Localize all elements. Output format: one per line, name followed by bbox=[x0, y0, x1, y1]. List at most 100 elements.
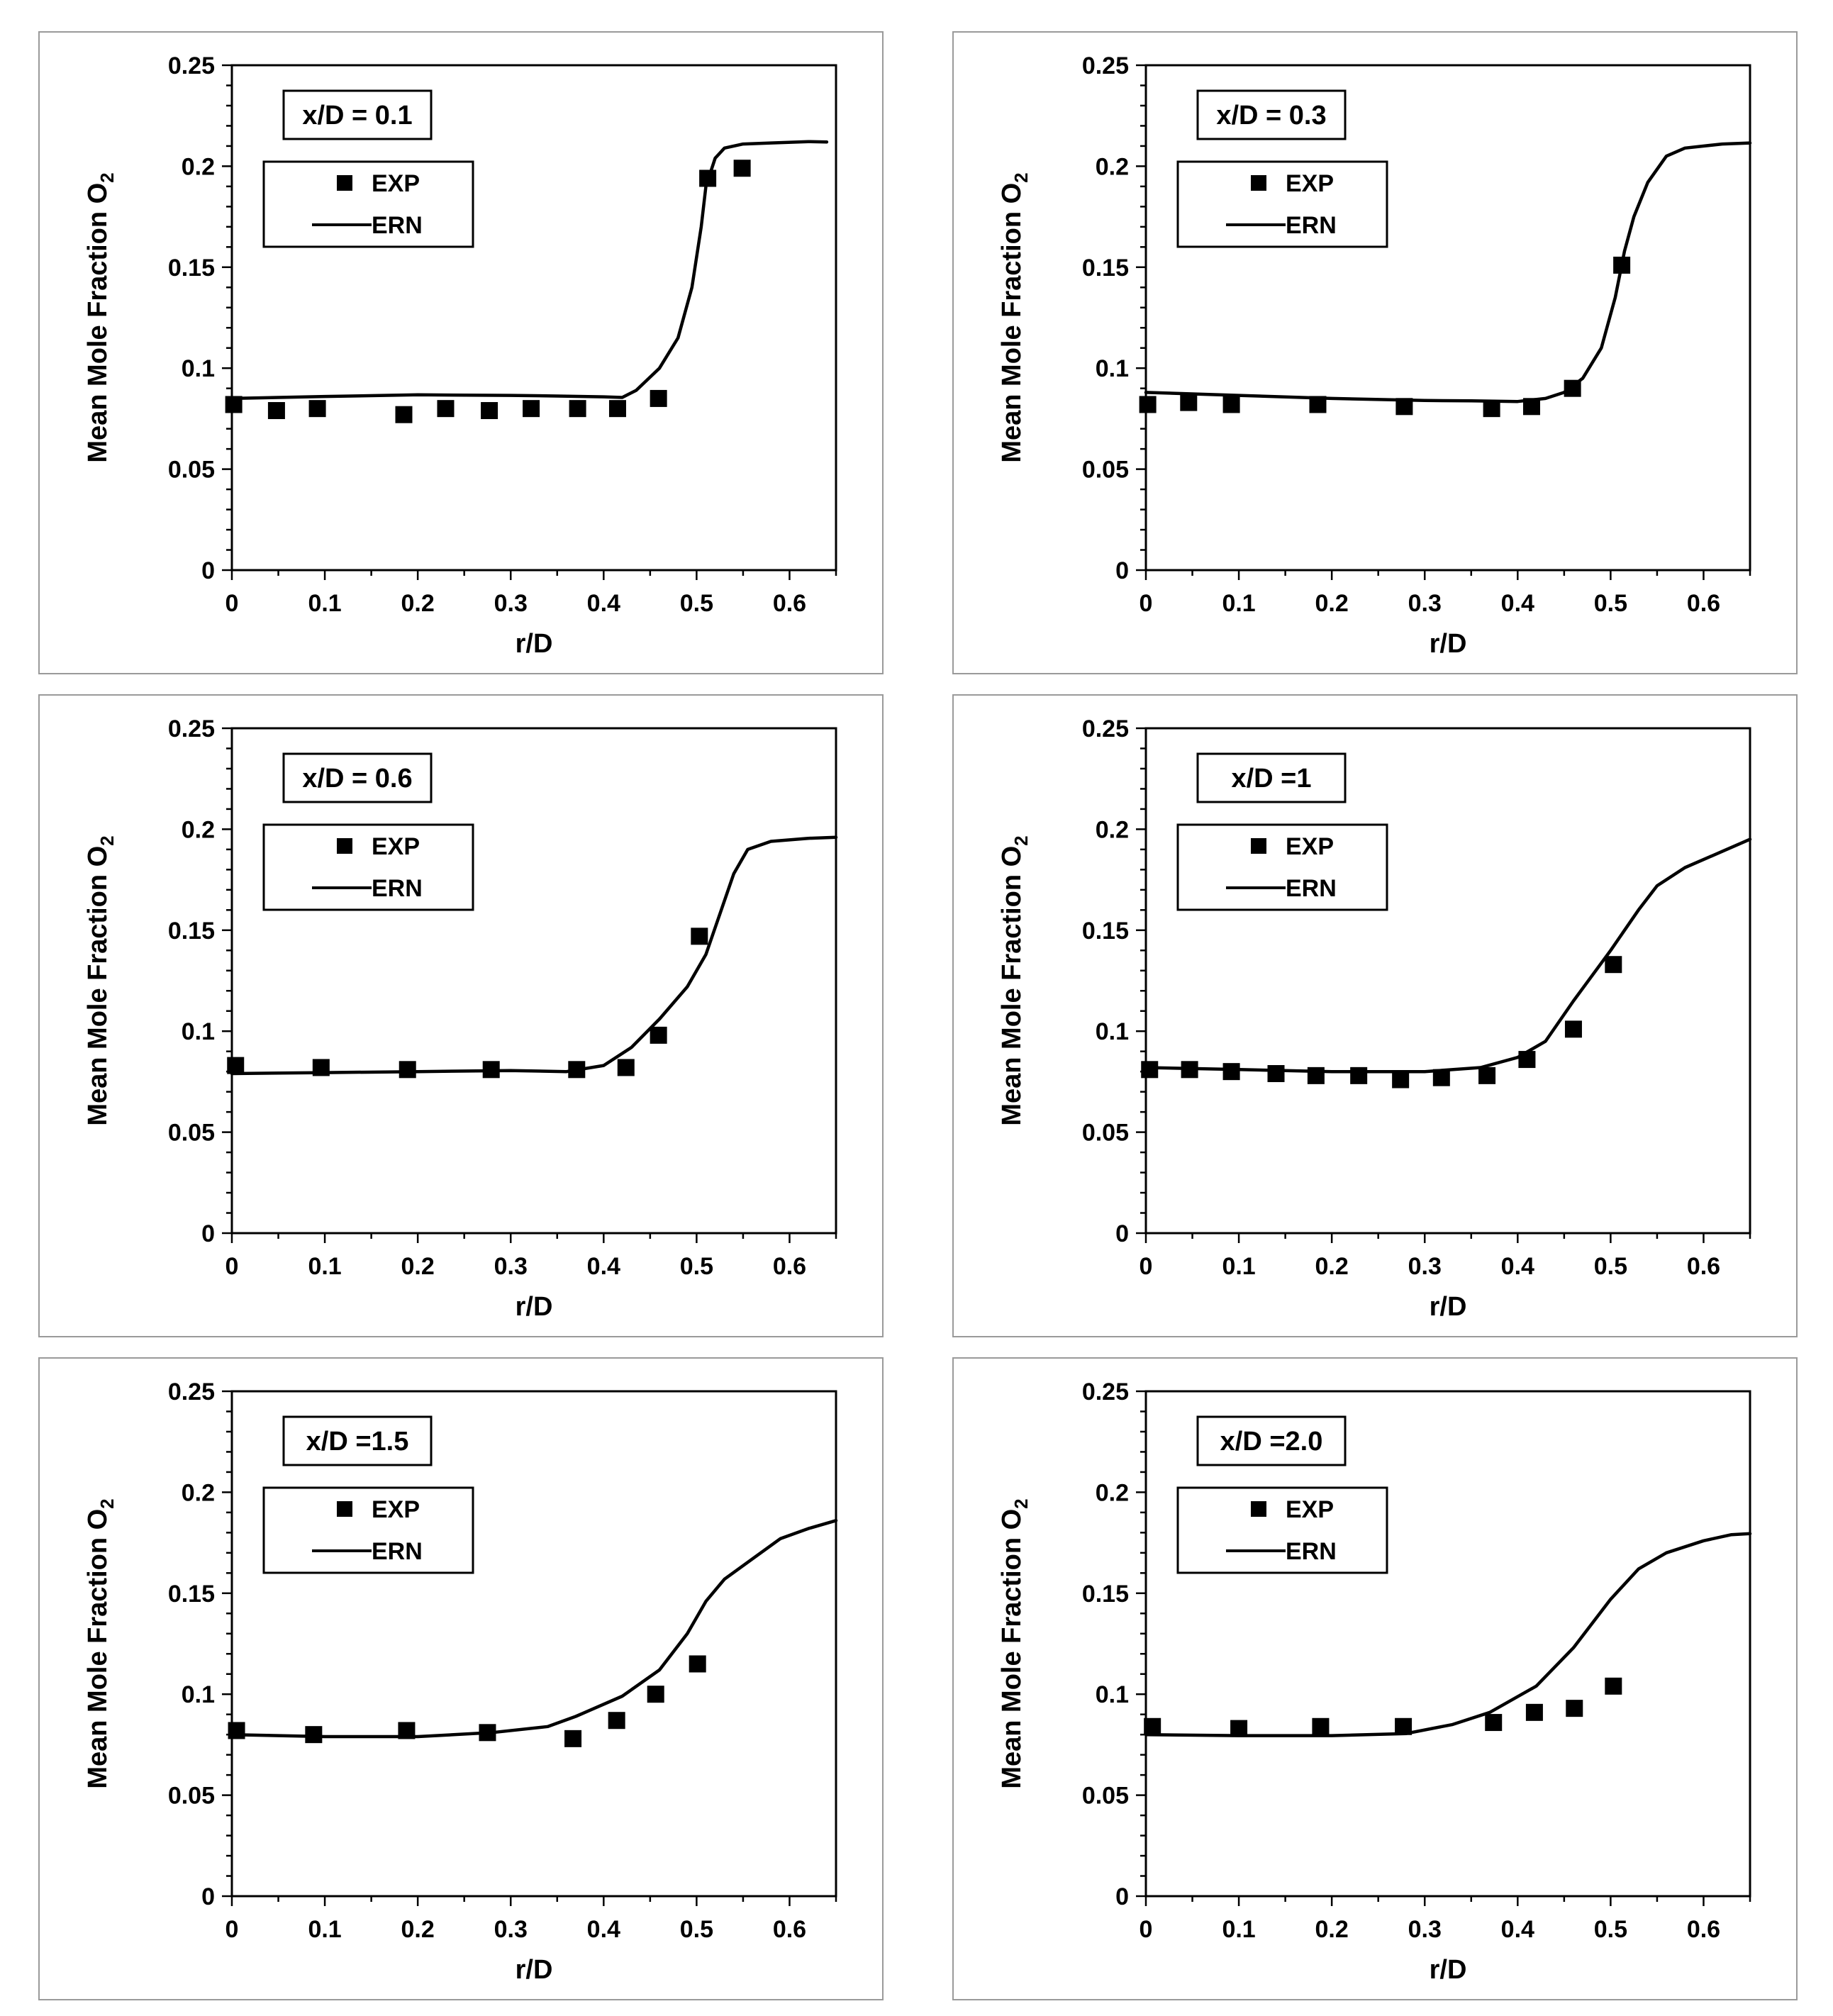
data-point-exp bbox=[1566, 1700, 1583, 1717]
data-point-exp bbox=[395, 406, 413, 423]
y-tick-label: 0.15 bbox=[168, 918, 215, 945]
x-tick-label: 0.4 bbox=[587, 1916, 620, 1943]
x-tick-label: 0.5 bbox=[680, 590, 713, 617]
annotation-label: x/D = 0.3 bbox=[1216, 101, 1326, 130]
y-tick-label: 0.05 bbox=[168, 457, 215, 484]
y-tick-label: 0 bbox=[1115, 557, 1129, 584]
data-point-exp bbox=[523, 400, 540, 418]
y-tick-label: 0 bbox=[201, 1883, 215, 1910]
data-point-exp bbox=[1392, 1071, 1410, 1088]
chart-panel-1: 0 0.05 0.1 0.15 0.2 0.25 0 0.1 0.2 0.3 0.4 0.5 0.6 r/… bbox=[38, 31, 884, 674]
x-tick-label: 0.4 bbox=[1501, 590, 1534, 617]
legend-label-ern: ERN bbox=[372, 1538, 423, 1565]
y-axis-label: Mean Mole Fraction O2 bbox=[997, 835, 1032, 1125]
annotation-box bbox=[1196, 89, 1347, 140]
y-tick-label: 0.2 bbox=[182, 816, 215, 843]
data-point-exp bbox=[1267, 1065, 1285, 1083]
legend-label-ern: ERN bbox=[1286, 212, 1337, 239]
x-tick-label: 0.3 bbox=[1408, 590, 1442, 617]
y-axis-label: Mean Mole Fraction O2 bbox=[997, 172, 1032, 462]
y-tick-label: 0.15 bbox=[168, 1581, 215, 1608]
data-point-exp bbox=[733, 160, 751, 177]
data-point-exp bbox=[691, 928, 708, 945]
data-point-exp bbox=[305, 1726, 323, 1744]
x-tick-label: 0.5 bbox=[680, 1916, 713, 1943]
data-point-exp bbox=[267, 402, 285, 420]
y-tick-label: 0.05 bbox=[1082, 1783, 1129, 1810]
legend-label-exp: EXP bbox=[1286, 1496, 1334, 1523]
chart-panel-3: 0 0.05 0.1 0.15 0.2 0.25 0 0.1 0.2 0.3 0.4 0.5 0.6 r/… bbox=[38, 694, 884, 1337]
series-line-ern bbox=[1144, 141, 1752, 403]
x-axis-label: r/D bbox=[1430, 1292, 1467, 1322]
y-tick-label: 0.25 bbox=[1082, 715, 1129, 742]
data-point-exp bbox=[308, 400, 326, 418]
x-tick-label: 0.4 bbox=[587, 590, 620, 617]
legend-exp-marker bbox=[1251, 1501, 1266, 1517]
x-tick-label: 0.5 bbox=[1594, 590, 1627, 617]
x-tick-label: 0.2 bbox=[1315, 590, 1349, 617]
annotation-label: x/D = 0.1 bbox=[302, 101, 412, 130]
data-point-exp bbox=[650, 389, 667, 407]
data-point-exp bbox=[1139, 396, 1157, 413]
y-axis-label: Mean Mole Fraction O2 bbox=[83, 1498, 118, 1788]
annotation-box bbox=[282, 89, 433, 140]
legend-label-exp: EXP bbox=[1286, 833, 1334, 860]
x-tick-label: 0.3 bbox=[494, 1916, 528, 1943]
y-tick-label: 0 bbox=[1115, 1883, 1129, 1910]
annotation-box bbox=[282, 1415, 433, 1466]
data-point-exp bbox=[1605, 956, 1622, 974]
chart-panel-4: 0 0.05 0.1 0.15 0.2 0.25 0 0.1 0.2 0.3 0.4 0.5 0.6 r/… bbox=[952, 694, 1798, 1337]
data-point-exp bbox=[647, 1686, 664, 1703]
annotation-label: x/D = 0.6 bbox=[302, 764, 412, 793]
data-point-exp bbox=[650, 1026, 667, 1044]
annotation-label: x/D =2.0 bbox=[1220, 1427, 1323, 1457]
legend-box bbox=[1176, 160, 1388, 248]
x-tick-label: 0.4 bbox=[587, 1253, 620, 1280]
data-point-exp bbox=[228, 1722, 245, 1739]
y-tick-label: 0 bbox=[201, 1220, 215, 1247]
x-tick-label: 0.1 bbox=[308, 1253, 341, 1280]
x-tick-label: 0.6 bbox=[773, 1253, 806, 1280]
x-axis-label: r/D bbox=[516, 629, 553, 659]
x-tick-label: 0.6 bbox=[1687, 590, 1720, 617]
y-axis-label: Mean Mole Fraction O2 bbox=[83, 835, 118, 1125]
data-point-exp bbox=[689, 1655, 706, 1673]
legend-label-ern: ERN bbox=[372, 212, 423, 239]
x-tick-label: 0 bbox=[1140, 590, 1153, 617]
y-tick-label: 0.25 bbox=[1082, 1379, 1129, 1405]
y-tick-label: 0.1 bbox=[1096, 1681, 1129, 1708]
x-axis-label: r/D bbox=[516, 1292, 553, 1322]
legend-label-exp: EXP bbox=[372, 170, 420, 197]
data-point-exp bbox=[564, 1730, 582, 1747]
y-tick-label: 0.2 bbox=[1096, 1479, 1129, 1506]
x-tick-label: 0.2 bbox=[1315, 1253, 1349, 1280]
data-point-exp bbox=[1525, 1703, 1543, 1721]
series-line-ern bbox=[1144, 1532, 1752, 1737]
y-tick-label: 0.1 bbox=[182, 1681, 215, 1708]
data-point-exp bbox=[569, 400, 586, 418]
y-tick-label: 0.25 bbox=[1082, 52, 1129, 79]
legend-exp-marker bbox=[1251, 175, 1266, 191]
x-axis-label: r/D bbox=[516, 1955, 553, 1985]
plot-area bbox=[1144, 64, 1751, 572]
legend-box bbox=[1176, 823, 1388, 911]
data-point-exp bbox=[1485, 1714, 1503, 1732]
legend-label-exp: EXP bbox=[372, 833, 420, 860]
annotation-box bbox=[282, 752, 433, 803]
data-point-exp bbox=[227, 1057, 245, 1074]
x-axis-label: r/D bbox=[1430, 1955, 1467, 1985]
plot-area bbox=[230, 64, 837, 572]
legend-label-ern: ERN bbox=[372, 875, 423, 902]
series-line-ern bbox=[230, 1519, 838, 1739]
y-tick-label: 0.05 bbox=[1082, 457, 1129, 484]
legend-box bbox=[262, 823, 474, 911]
x-tick-label: 0.6 bbox=[773, 1916, 806, 1943]
x-tick-label: 0.2 bbox=[1315, 1916, 1349, 1943]
legend-label-exp: EXP bbox=[372, 1496, 420, 1523]
annotation-label: x/D =1 bbox=[1231, 764, 1311, 793]
x-tick-label: 0.1 bbox=[1222, 590, 1255, 617]
x-tick-label: 0.5 bbox=[680, 1253, 713, 1280]
series-line-ern bbox=[230, 835, 838, 1076]
x-tick-label: 0 bbox=[1140, 1916, 1153, 1943]
y-tick-label: 0.2 bbox=[182, 1479, 215, 1506]
